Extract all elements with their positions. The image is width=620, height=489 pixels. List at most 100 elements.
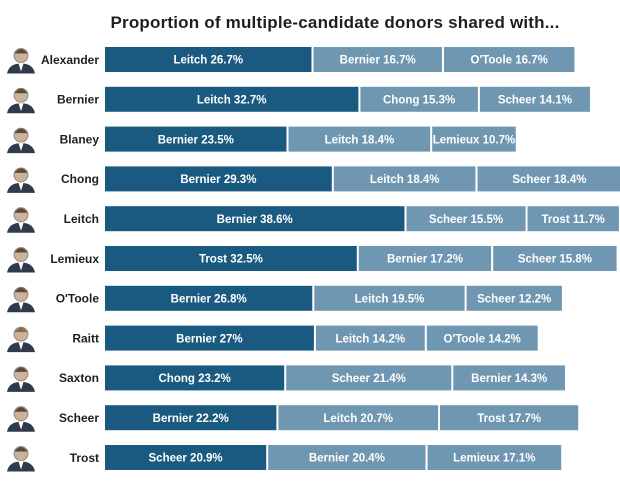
segment-label: Scheer 21.4% — [332, 373, 406, 385]
candidate-name: Scheer — [59, 411, 99, 425]
segment-label: Chong 15.3% — [383, 95, 455, 107]
candidate-name: Blaney — [60, 132, 100, 146]
bar-row: Raitt Bernier 27% Leitch 14.2% O'Toole 14.2… — [7, 325, 538, 353]
segment-label: Lemieux 10.7% — [433, 134, 515, 146]
bar-segment — [466, 285, 562, 311]
bar-segment — [333, 166, 476, 192]
segment-label: O'Toole 14.2% — [444, 333, 521, 345]
bar-segment — [358, 246, 492, 271]
candidate-headshot-icon — [7, 87, 35, 114]
bar-segment — [105, 166, 332, 192]
bar-row: Saxton Chong 23.2% Scheer 21.4% Bernier 14.… — [7, 365, 565, 392]
candidate-headshot-icon — [7, 326, 35, 353]
segment-label: Scheer 15.8% — [518, 254, 592, 266]
bar-segment — [105, 126, 287, 152]
segment-label: Bernier 14.3% — [471, 373, 547, 385]
segment-label: Bernier 23.5% — [158, 134, 234, 146]
bar-segment — [105, 47, 312, 72]
candidate-name: Raitt — [72, 331, 99, 345]
candidate-headshot-icon — [7, 48, 35, 74]
segment-label: Bernier 17.2% — [387, 254, 463, 266]
bar-segment — [432, 126, 516, 152]
candidate-name: Alexander — [41, 53, 99, 67]
bar-row: Chong Bernier 29.3% Leitch 18.4% Scheer 18.… — [7, 166, 620, 193]
segment-label: Trost 11.7% — [542, 214, 605, 226]
bar-row: O'Toole Bernier 26.8% Leitch 19.5% Scheer 1… — [7, 285, 562, 313]
candidate-headshot-icon — [7, 167, 35, 193]
bar-segment — [477, 166, 620, 192]
bar-segment — [288, 126, 431, 152]
bar-row: Lemieux Trost 32.5% Bernier 17.2% Scheer 15… — [7, 246, 617, 273]
bar-segment — [313, 47, 442, 72]
bar-segment — [479, 86, 590, 112]
bar-segment — [105, 206, 405, 232]
bar-segment — [278, 405, 439, 431]
bar-segment — [453, 365, 565, 391]
bar-segment — [493, 246, 617, 271]
bar-row: Blaney Bernier 23.5% Leitch 18.4% Lemieux 1… — [7, 126, 516, 154]
segment-label: Trost 17.7% — [477, 413, 541, 425]
segment-label: Leitch 18.4% — [325, 134, 395, 146]
bar-segment — [105, 285, 313, 311]
segment-label: Leitch 14.2% — [335, 333, 405, 345]
candidate-name: O'Toole — [56, 292, 100, 306]
bar-segment — [360, 86, 478, 112]
bar-segment — [427, 445, 562, 470]
segment-label: Leitch 19.5% — [355, 294, 425, 306]
candidate-headshot-icon — [7, 127, 35, 154]
candidate-name: Lemieux — [50, 252, 99, 266]
candidate-name: Trost — [70, 451, 99, 465]
bar-segment — [105, 325, 314, 351]
bar-segment — [315, 325, 425, 351]
segment-label: O'Toole 16.7% — [471, 55, 548, 67]
segment-label: Scheer 15.5% — [429, 214, 503, 226]
chart-title: Proportion of multiple-candidate donors … — [110, 13, 560, 32]
segment-label: Bernier 16.7% — [340, 55, 416, 67]
bar-segment — [105, 86, 359, 112]
segment-label: Scheer 14.1% — [498, 95, 572, 107]
segment-label: Bernier 20.4% — [309, 453, 385, 465]
bar-row: Trost Scheer 20.9% Bernier 20.4% Lemieux 17… — [7, 445, 562, 472]
candidate-headshot-icon — [7, 446, 35, 472]
bar-segment — [444, 47, 575, 72]
bar-row: Leitch Bernier 38.6% Scheer 15.5% Trost 11.… — [7, 206, 619, 233]
segment-label: Leitch 32.7% — [197, 95, 267, 107]
segment-label: Bernier 22.2% — [153, 413, 229, 425]
bar-segment — [268, 445, 426, 470]
segment-label: Trost 32.5% — [199, 254, 263, 266]
candidate-headshot-icon — [7, 207, 35, 233]
bar-row: Bernier Leitch 32.7% Chong 15.3% Scheer 14.… — [7, 86, 590, 114]
segment-label: Leitch 18.4% — [370, 174, 440, 186]
bar-segment — [105, 365, 285, 391]
candidate-name: Saxton — [59, 371, 99, 385]
segment-label: Scheer 12.2% — [477, 294, 551, 306]
candidate-name: Leitch — [64, 212, 99, 226]
segment-label: Leitch 20.7% — [323, 413, 393, 425]
bar-segment — [440, 405, 579, 431]
candidate-headshot-icon — [7, 406, 35, 432]
bar-segment — [105, 445, 267, 470]
bar-segment — [286, 365, 452, 391]
segment-label: Leitch 26.7% — [173, 55, 243, 67]
bar-segment — [314, 285, 465, 311]
segment-label: Lemieux 17.1% — [453, 453, 535, 465]
segment-label: Bernier 26.8% — [171, 294, 247, 306]
segment-label: Bernier 29.3% — [180, 174, 256, 186]
candidate-headshot-icon — [7, 247, 35, 273]
bar-segment — [426, 325, 538, 351]
bar-segment — [105, 405, 277, 431]
segment-label: Scheer 20.9% — [149, 453, 223, 465]
bar-row: Alexander Leitch 26.7% Bernier 16.7% O'Tool… — [7, 47, 575, 74]
candidate-headshot-icon — [7, 286, 35, 313]
bar-segment — [527, 206, 619, 232]
segment-label: Bernier 38.6% — [217, 214, 293, 226]
bar-segment — [105, 246, 357, 271]
candidate-name: Chong — [61, 172, 99, 186]
segment-label: Bernier 27% — [176, 333, 242, 345]
segment-label: Scheer 18.4% — [512, 174, 586, 186]
candidate-name: Bernier — [57, 93, 99, 107]
bar-segment — [406, 206, 526, 232]
segment-label: Chong 23.2% — [158, 373, 230, 385]
candidate-headshot-icon — [7, 366, 35, 392]
